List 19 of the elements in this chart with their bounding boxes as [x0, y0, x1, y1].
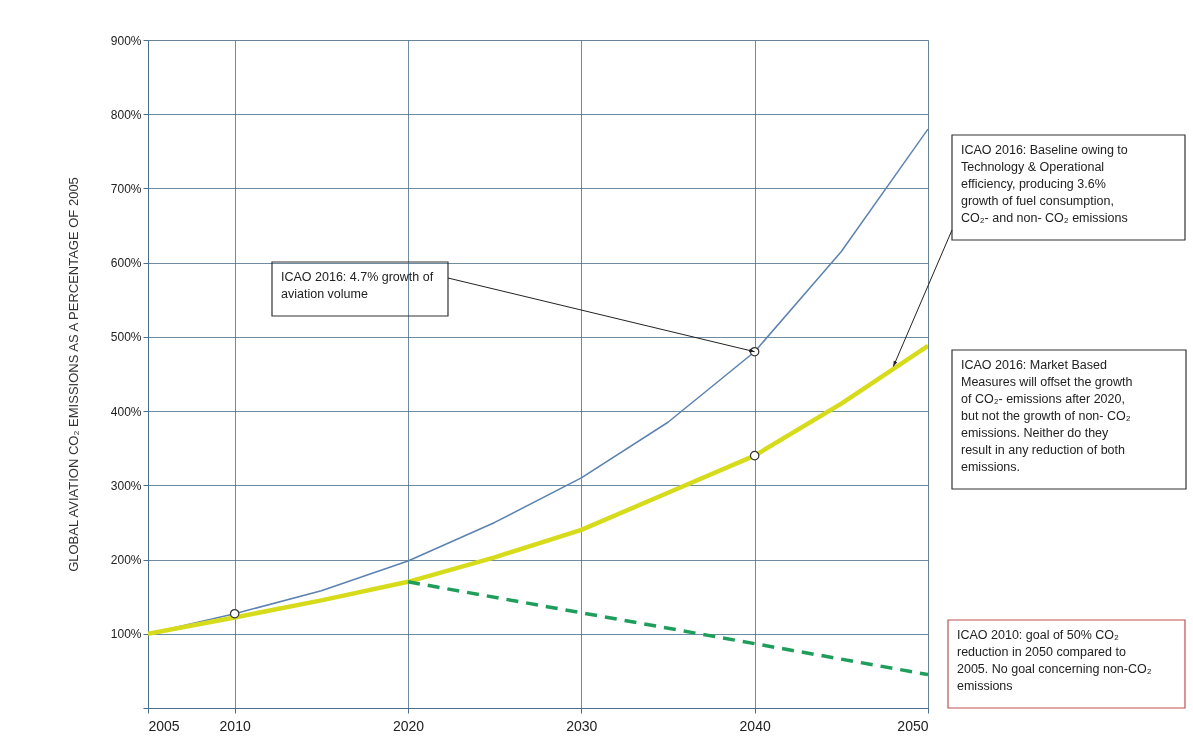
y-tick-label: 200% — [110, 553, 142, 568]
y-tick-label: 700% — [110, 181, 142, 196]
x-tick-label: 2040 — [739, 717, 771, 734]
y-tick-label: 400% — [110, 404, 142, 419]
text: ICAO 2016: Market Based Measures will offset the growth of CO₂- emissions after 2020, but not the growth of non- CO₂ emissions. Neither do they result in any reduction of both emissions. — [961, 358, 1133, 474]
y-axis-title: GLOBAL AVIATION CO₂ EMISSIONS AS A PERCENTAGE OF 2005 — [65, 177, 81, 572]
x-tick-label: 2020 — [392, 717, 425, 734]
y-tick-label: 900% — [110, 33, 142, 48]
y-tick-label: 500% — [110, 330, 142, 345]
x-tick-label: 2010 — [219, 717, 251, 734]
y-tick-label: 600% — [110, 256, 142, 271]
x-tick-label: 2030 — [566, 717, 598, 734]
x-tick-label: 2050 — [897, 717, 929, 734]
y-tick-label: 100% — [110, 627, 142, 642]
y-tick-label: 300% — [110, 478, 142, 493]
text: ICAO 2010: goal of 50% CO₂ reduction in 2050 compared to 2005. No goal concerning non-CO₂ emissions — [957, 628, 1152, 693]
x-tick-label: 2005 — [148, 717, 180, 734]
y-tick-label: 800% — [110, 107, 142, 122]
annotation: ICAO 2016: Baseline owing to Technology & Operational efficiency, producing 3.6% growth of fuel consumption, CO₂- and non- CO₂ emissions — [961, 143, 1128, 225]
